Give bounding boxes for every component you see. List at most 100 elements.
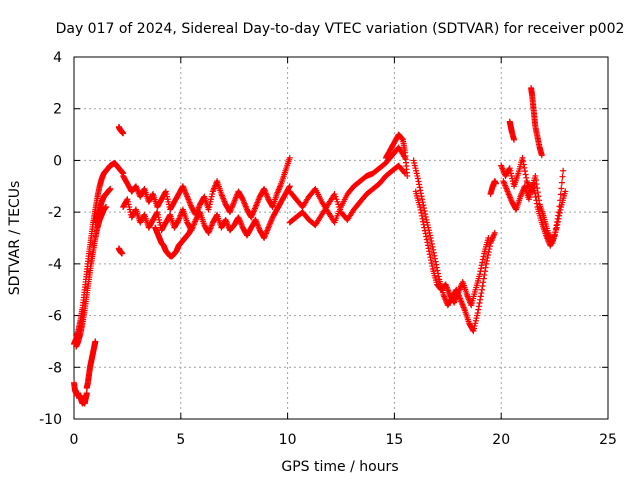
data-point [425, 245, 432, 252]
data-point [424, 239, 431, 246]
data-point [522, 168, 529, 175]
data-point [416, 184, 423, 191]
x-axis-label: GPS time / hours [281, 459, 398, 475]
data-point [430, 246, 437, 253]
x-tick-labels: 0 5 10 15 20 25 [70, 432, 617, 448]
data-point [554, 219, 561, 226]
data-point [552, 225, 559, 232]
data-point [481, 271, 488, 278]
y-tick-label: -2 [48, 205, 62, 221]
data-point [480, 279, 487, 286]
data-point [523, 174, 530, 181]
data-point [562, 188, 569, 195]
y-tick-label: 4 [53, 50, 62, 66]
data-point [421, 208, 428, 215]
data-point [479, 256, 486, 263]
data-point [557, 197, 564, 204]
y-tick-label: -6 [48, 309, 62, 325]
data-point [511, 136, 518, 143]
data-point [417, 203, 424, 210]
y-tick-labels: -10 -8 -6 -4 -2 0 2 4 [39, 50, 62, 428]
data-point [424, 242, 431, 249]
data-point [559, 173, 566, 180]
data-point [520, 158, 527, 165]
data-point [477, 268, 484, 275]
data-point [433, 261, 440, 268]
data-point [419, 215, 426, 222]
data-point [478, 262, 485, 269]
data-point [432, 258, 439, 265]
data-point [560, 167, 567, 174]
data-point [422, 230, 429, 237]
data-point [532, 177, 539, 184]
data-point [478, 265, 485, 272]
data-series-sdtvar [71, 85, 569, 407]
y-tick-label: -4 [48, 257, 62, 273]
data-point [421, 224, 428, 231]
data-point [485, 235, 492, 241]
x-tick-label: 5 [176, 432, 185, 448]
data-point [286, 184, 293, 191]
data-point [427, 235, 434, 241]
data-point [557, 191, 564, 198]
data-point [558, 185, 565, 192]
data-point [492, 180, 499, 187]
data-point [555, 212, 562, 219]
data-point [429, 243, 436, 250]
data-point [423, 233, 430, 240]
data-point [530, 184, 537, 191]
data-point [532, 190, 539, 197]
axis-ticks [73, 56, 609, 420]
data-point [483, 257, 490, 264]
data-point [480, 253, 487, 260]
data-point [521, 164, 528, 171]
data-point [420, 221, 427, 228]
data-point [552, 229, 559, 236]
data-point [433, 264, 440, 271]
data-point [428, 240, 435, 247]
data-point [491, 229, 498, 236]
data-point [404, 172, 411, 179]
data-point [426, 248, 433, 255]
data-point [417, 206, 424, 213]
chart-title: Day 017 of 2024, Sidereal Day-to-day VTE… [56, 21, 625, 37]
data-point [188, 224, 195, 231]
data-point [103, 203, 110, 210]
data-point [286, 183, 293, 190]
x-tick-label: 20 [492, 432, 510, 448]
y-tick-label: -8 [48, 360, 62, 376]
plot-frame [73, 56, 609, 420]
data-point [479, 283, 486, 290]
x-tick-label: 15 [385, 432, 403, 448]
data-point [530, 180, 537, 187]
y-tick-label: -10 [39, 412, 62, 428]
data-point [426, 251, 433, 258]
y-tick-label: 0 [53, 153, 62, 169]
data-point [421, 227, 428, 234]
data-point [415, 178, 422, 185]
data-point [422, 213, 429, 220]
data-point [431, 255, 438, 262]
y-tick-label: 2 [53, 102, 62, 118]
data-point [556, 203, 563, 210]
data-point [435, 273, 442, 280]
data-point [417, 187, 424, 194]
data-point [485, 249, 492, 256]
x-tick-label: 0 [70, 432, 79, 448]
data-point [532, 172, 539, 179]
data-point [479, 259, 486, 266]
y-axis-label: SDTVAR / TECUs [7, 181, 23, 296]
data-point [416, 181, 423, 188]
data-point [538, 152, 545, 159]
data-point [486, 243, 493, 250]
data-point [558, 179, 565, 186]
data-point [482, 264, 489, 271]
data-point [484, 254, 491, 261]
data-point [428, 237, 435, 244]
data-point [478, 286, 485, 293]
data-point [431, 252, 438, 259]
data-point [414, 175, 421, 182]
data-point [430, 249, 437, 256]
data-point [478, 290, 485, 297]
